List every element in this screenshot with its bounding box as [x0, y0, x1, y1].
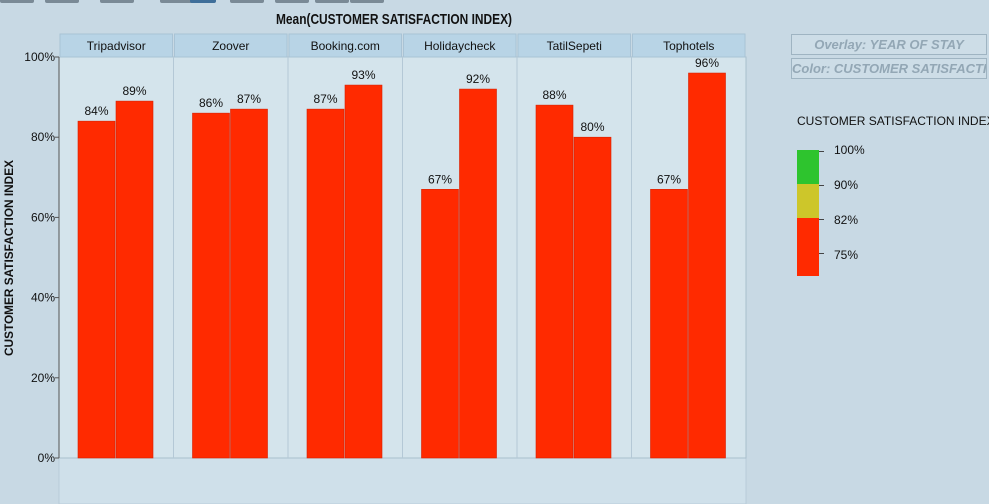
panel-header-3[interactable]	[403, 33, 517, 58]
data-label: 88%	[542, 88, 566, 102]
toolbar-button-1[interactable]	[0, 0, 34, 3]
bar[interactable]	[77, 120, 116, 459]
legend-label: 100%	[834, 143, 865, 157]
legend-swatch	[797, 184, 819, 218]
panel-headers: Tripadvisor Zoover Booking.com Holidaycheck…	[59, 33, 746, 58]
bar[interactable]	[688, 72, 726, 459]
legend-title: CUSTOMER SATISFACTION INDEX	[797, 114, 989, 128]
legend-tick	[819, 219, 824, 220]
panel-header-label: Tripadvisor	[87, 39, 146, 53]
y-tick-label: 100%	[24, 50, 55, 64]
panel-header-label: Zoover	[212, 39, 249, 53]
data-labels: 84% 89% 86% 87% 87% 93% 67% 92% 88% 80% 67% 96%	[84, 56, 719, 186]
y-tick-label: 60%	[31, 210, 55, 224]
toolbar-button-5[interactable]	[190, 0, 216, 3]
panel-header-label: Holidaycheck	[424, 39, 496, 53]
panel-header-0[interactable]	[59, 33, 173, 58]
bottom-strip	[58, 457, 747, 504]
toolbar-button-9[interactable]	[350, 0, 384, 3]
data-label: 87%	[313, 92, 337, 106]
y-tick-label: 0%	[38, 451, 56, 465]
y-axis: 0% 20% 40% 60% 80% 100%	[24, 50, 60, 465]
data-label: 93%	[351, 68, 375, 82]
toolbar-button-6[interactable]	[230, 0, 264, 3]
data-label: 89%	[122, 84, 146, 98]
overlay-button[interactable]: Overlay: YEAR OF STAY	[791, 34, 987, 55]
data-label: 67%	[428, 172, 452, 186]
legend-swatch	[797, 150, 819, 184]
toolbar-button-2[interactable]	[45, 0, 79, 3]
panel-header-4[interactable]	[517, 33, 631, 58]
data-label: 92%	[466, 72, 490, 86]
y-tick-label: 40%	[31, 291, 55, 305]
legend-swatch	[797, 252, 819, 276]
bar[interactable]	[344, 84, 383, 459]
panel-header-label: TatilSepeti	[547, 39, 602, 53]
bar[interactable]	[115, 100, 154, 459]
bar[interactable]	[192, 112, 230, 459]
y-axis-title: CUSTOMER SATISFACTION INDEX	[2, 160, 16, 356]
data-label: 67%	[657, 172, 681, 186]
plot-background	[58, 56, 747, 459]
panel-header-label: Tophotels	[663, 39, 714, 53]
bar[interactable]	[459, 88, 497, 459]
toolbar-button-8[interactable]	[315, 0, 349, 3]
data-label: 87%	[237, 92, 261, 106]
data-label: 80%	[580, 120, 604, 134]
bar[interactable]	[535, 104, 574, 459]
legend-label: 90%	[834, 178, 859, 192]
toolbar-button-3[interactable]	[100, 0, 134, 3]
legend-tick	[819, 151, 824, 152]
bar[interactable]	[573, 136, 612, 459]
panel-header-label: Booking.com	[311, 39, 380, 53]
panel-header-1[interactable]	[174, 33, 288, 58]
bar[interactable]	[421, 189, 459, 459]
bar[interactable]	[230, 108, 268, 459]
bar[interactable]	[650, 189, 688, 459]
panel-header-5[interactable]	[632, 33, 746, 58]
ghost-panel-right	[746, 140, 790, 350]
y-tick-label: 20%	[31, 371, 55, 385]
data-label: 96%	[695, 56, 719, 70]
y-tick-label: 80%	[31, 130, 55, 144]
panel-header-2[interactable]	[288, 33, 402, 58]
bars	[77, 72, 726, 459]
legend-label: 75%	[834, 248, 859, 262]
toolbar-button-4[interactable]	[160, 0, 194, 3]
toolbar	[0, 0, 989, 4]
data-label: 84%	[84, 104, 108, 118]
legend-swatch	[797, 218, 819, 252]
toolbar-button-7[interactable]	[275, 0, 309, 3]
chart-title: Mean(CUSTOMER SATISFACTION INDEX)	[276, 11, 512, 28]
bar[interactable]	[306, 108, 345, 459]
data-label: 86%	[199, 96, 223, 110]
bottom-strip-background	[58, 457, 747, 504]
legend-label: 82%	[834, 213, 859, 227]
color-button[interactable]: Color: CUSTOMER SATISFACTION	[791, 58, 987, 79]
legend-tick	[819, 185, 824, 186]
legend-tick	[819, 253, 824, 254]
